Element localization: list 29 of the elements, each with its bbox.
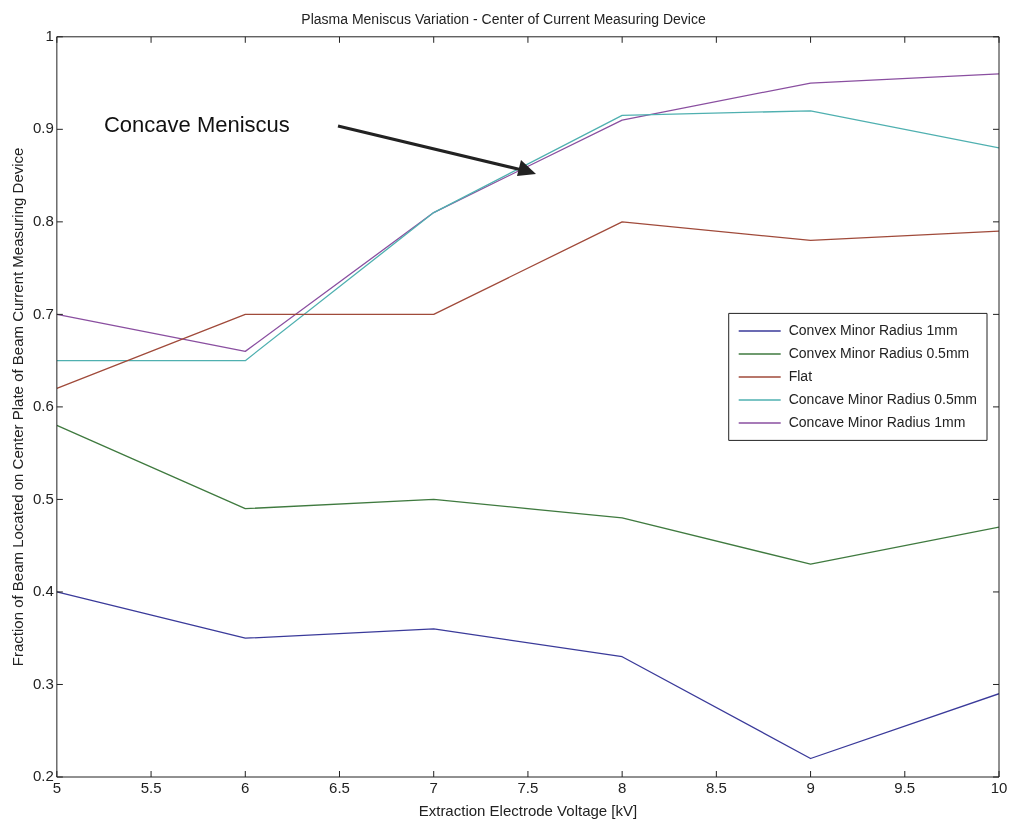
x-tick-label: 6 [241,779,250,797]
y-axis-title: Fraction of Beam Located on Center Plate of Beam Current Measuring Device [9,147,27,667]
x-tick-label: 9 [806,779,815,797]
y-tick-label: 0.5 [32,489,54,507]
y-tick-label: 1 [45,26,54,44]
x-tick-label: 6.5 [329,779,350,797]
x-axis-title: Extraction Electrode Voltage [kV] [418,802,638,820]
x-tick-label: 5 [52,779,62,797]
legend-label: Concave Minor Radius 1mm [788,413,966,430]
y-tick-label: 0.8 [32,211,54,229]
x-tick-label: 8.5 [705,779,727,797]
x-tick-label: 7 [429,779,438,797]
y-tick-label: 0.6 [32,397,54,415]
legend-label: Convex Minor Radius 0.5mm [788,344,970,361]
y-tick-label: 0.4 [32,582,54,600]
x-tick-label: 5.5 [140,779,162,797]
chart-title: Plasma Meniscus Variation - Center of Current Measuring Device [301,11,706,28]
y-tick-label: 0.2 [32,767,54,785]
annotation: Concave Meniscus [103,111,290,137]
x-tick-label: 10 [990,779,1008,797]
x-tick-label: 7.5 [517,779,539,797]
legend-label: Concave Minor Radius 0.5mm [788,390,977,407]
x-tick-label: 8 [617,779,627,797]
x-tick-label: 9.5 [894,779,916,797]
legend-label: Flat [788,367,813,384]
y-tick-label: 0.3 [32,674,54,692]
y-tick-label: 0.7 [32,304,54,322]
y-tick-label: 0.9 [32,119,54,137]
legend-label: Convex Minor Radius 1mm [788,321,958,338]
